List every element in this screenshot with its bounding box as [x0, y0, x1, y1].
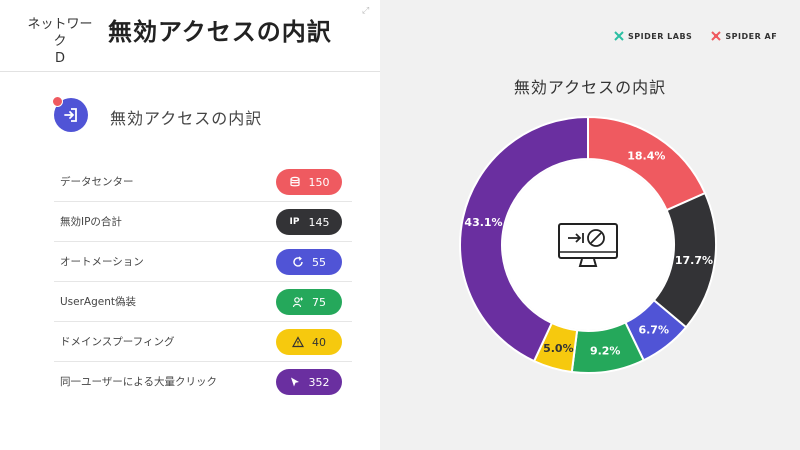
expand-icon[interactable]: ⤢ — [362, 6, 370, 16]
slice-percent-label: 9.2% — [590, 345, 621, 358]
metric-label: 無効IPの合計 — [60, 216, 122, 228]
ip-icon: IP — [289, 217, 300, 227]
logo-bar: SPIDER LABS SPIDER AF — [614, 26, 791, 41]
spider-af-label: SPIDER AF — [725, 31, 778, 41]
metric-label: オートメーション — [60, 256, 144, 268]
header: ネットワーク D 無効アクセスの内訳 ⤢ — [0, 0, 380, 72]
metric-value: 145 — [308, 215, 330, 229]
refresh-icon — [292, 256, 304, 268]
section-title: 無効アクセスの内訳 — [110, 109, 263, 128]
metric-value-badge: 75 — [276, 289, 342, 315]
metric-label: ドメインスプーフィング — [60, 336, 175, 348]
metric-value-badge: 40 — [276, 329, 342, 355]
user-mask-icon — [292, 296, 304, 308]
slice-percent-label: 5.0% — [543, 342, 574, 355]
spider-af-logo: SPIDER AF — [711, 31, 777, 41]
slice-percent-label: 6.7% — [638, 323, 669, 336]
metric-label: データセンター — [60, 176, 134, 188]
metric-row: UserAgent偽装 75 — [54, 282, 352, 322]
metric-value: 75 — [312, 295, 326, 309]
metric-label: UserAgent偽装 — [60, 296, 137, 308]
spider-labs-label: SPIDER LABS — [628, 31, 693, 41]
metric-value: 150 — [308, 175, 330, 189]
alert-badge-icon — [52, 96, 63, 107]
metric-list: データセンター 150 無効IPの合計 IP 145 オートメーション 55 UserAgen… — [54, 162, 352, 402]
metric-value-badge: IP 145 — [276, 209, 342, 235]
blocked-monitor-icon — [558, 223, 618, 267]
chart-title: 無効アクセスの内訳 — [513, 78, 667, 97]
metric-value: 55 — [312, 255, 326, 269]
network-label: ネットワーク D — [27, 17, 93, 66]
metric-value-badge: 150 — [276, 169, 342, 195]
metric-value: 352 — [308, 375, 330, 389]
metric-value: 40 — [312, 335, 326, 349]
slice-percent-label: 18.4% — [627, 149, 665, 162]
metric-value-badge: 55 — [276, 249, 342, 275]
warning-icon — [292, 336, 304, 348]
slice-percent-label: 17.7% — [675, 254, 713, 267]
slice-percent-label: 43.1% — [464, 216, 502, 229]
donut-center — [503, 160, 673, 330]
metric-row: オートメーション 55 — [54, 242, 352, 282]
spider-labs-logo: SPIDER LABS — [614, 31, 692, 41]
sign-in-icon — [52, 96, 88, 132]
donut-slice — [459, 115, 589, 363]
metric-row: データセンター 150 — [54, 162, 352, 202]
metric-value-badge: 352 — [276, 369, 342, 395]
metric-row: ドメインスプーフィング 40 — [54, 322, 352, 362]
cursor-icon — [289, 376, 301, 388]
metric-row: 同一ユーザーによる大量クリック 352 — [54, 362, 352, 402]
metric-row: 無効IPの合計 IP 145 — [54, 202, 352, 242]
donut-chart: 18.4% 17.7% 6.7% 9.2% 5.0% 43.1% — [459, 115, 717, 374]
metric-label: 同一ユーザーによる大量クリック — [60, 376, 217, 388]
database-icon — [289, 176, 301, 188]
page-title: 無効アクセスの内訳 — [108, 18, 332, 46]
